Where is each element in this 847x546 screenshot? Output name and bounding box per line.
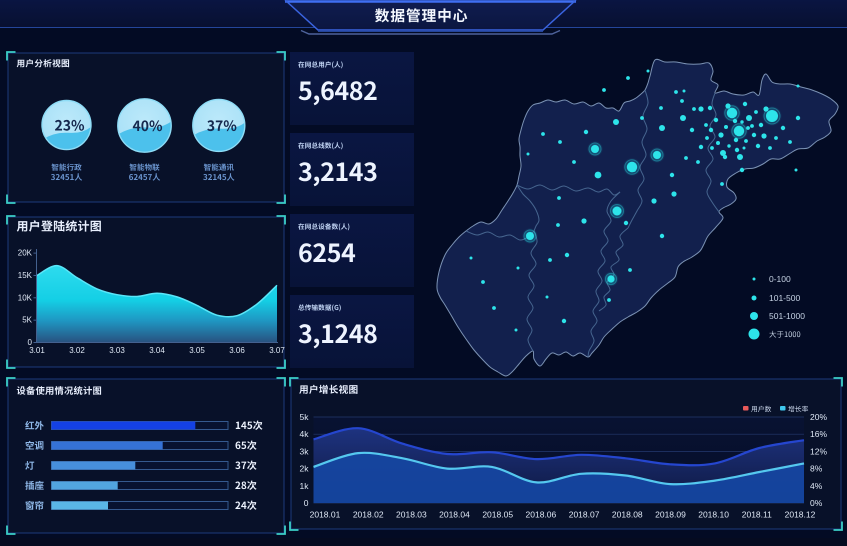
svg-text:101-500: 101-500 (769, 293, 800, 303)
svg-text:2018.04: 2018.04 (439, 510, 470, 520)
svg-text:16%: 16% (810, 429, 827, 439)
svg-text:2018.06: 2018.06 (526, 510, 557, 520)
svg-text:2018.10: 2018.10 (698, 510, 729, 520)
svg-text:4%: 4% (810, 481, 823, 491)
svg-text:20%: 20% (810, 412, 827, 422)
svg-text:0: 0 (304, 498, 309, 508)
svg-text:1k: 1k (300, 481, 310, 491)
svg-text:2018.03: 2018.03 (396, 510, 427, 520)
svg-text:3.07: 3.07 (269, 346, 285, 355)
svg-text:2k: 2k (300, 464, 310, 474)
svg-text:0-100: 0-100 (769, 274, 791, 284)
svg-text:5k: 5k (300, 412, 310, 422)
svg-text:2018.12: 2018.12 (785, 510, 816, 520)
svg-text:12%: 12% (810, 446, 827, 456)
svg-text:2018.01: 2018.01 (310, 510, 341, 520)
svg-text:0%: 0% (810, 498, 823, 508)
svg-text:0: 0 (28, 338, 33, 347)
svg-text:5K: 5K (22, 316, 32, 325)
svg-text:3.02: 3.02 (69, 346, 85, 355)
svg-text:2018.08: 2018.08 (612, 510, 643, 520)
svg-text:3k: 3k (300, 446, 310, 456)
svg-text:501-1000: 501-1000 (769, 311, 805, 321)
svg-text:3.03: 3.03 (109, 346, 125, 355)
svg-text:2018.07: 2018.07 (569, 510, 600, 520)
svg-text:3.01: 3.01 (29, 346, 45, 355)
svg-text:2018.02: 2018.02 (353, 510, 384, 520)
svg-text:3.06: 3.06 (229, 346, 245, 355)
svg-text:10K: 10K (18, 293, 33, 302)
svg-text:8%: 8% (810, 464, 823, 474)
svg-text:2018.11: 2018.11 (742, 510, 772, 520)
svg-text:3.05: 3.05 (189, 346, 205, 355)
svg-text:3.04: 3.04 (149, 346, 165, 355)
svg-text:15K: 15K (18, 271, 33, 280)
svg-text:2018.05: 2018.05 (482, 510, 513, 520)
svg-text:20K: 20K (18, 249, 33, 258)
svg-text:2018.09: 2018.09 (655, 510, 686, 520)
svg-text:4k: 4k (300, 429, 310, 439)
